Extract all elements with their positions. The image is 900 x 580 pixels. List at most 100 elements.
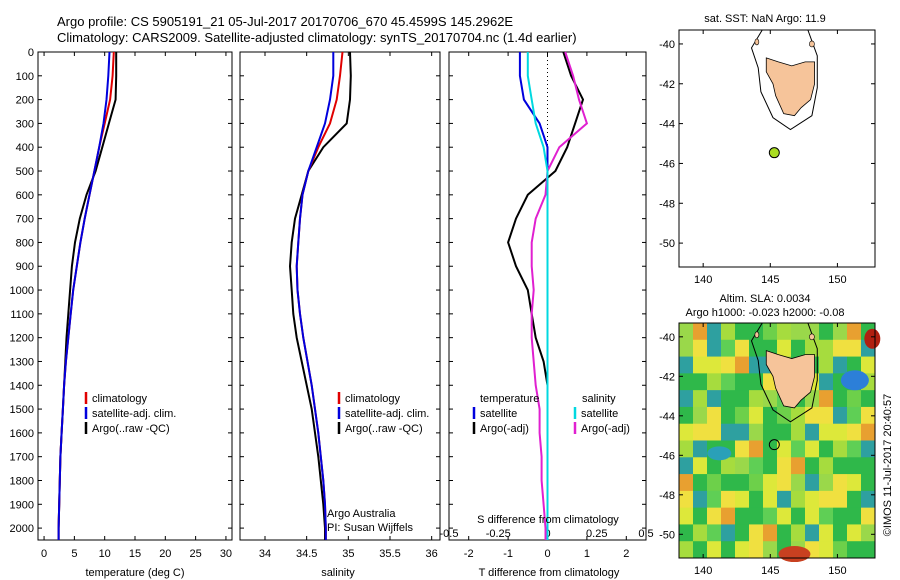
sla-cell: [861, 356, 876, 374]
sla-cell: [833, 356, 848, 374]
sla-cell: [679, 406, 694, 425]
legend-satellite: satellite-adj. clim.: [345, 408, 429, 420]
sla-cell: [763, 323, 778, 341]
sla-cell: [791, 457, 806, 475]
depth-tick-label: 500: [16, 166, 34, 178]
depth-tick-label: 0: [28, 47, 34, 59]
sla-cell: [805, 457, 820, 475]
depth-tick-label: 200: [16, 95, 34, 107]
s-difference-label: S difference from climatology: [477, 514, 619, 526]
sla-cell: [777, 423, 792, 441]
sla-cell: [749, 373, 764, 391]
sla-cell: [763, 406, 778, 425]
depth-tick-label: 1600: [10, 428, 34, 440]
sla-high-eddy: [864, 328, 881, 349]
sla-cell: [707, 323, 722, 341]
sla-cell: [847, 390, 862, 408]
sla-cell: [749, 356, 764, 374]
sla-cell: [777, 507, 792, 525]
sla-cell: [693, 457, 708, 475]
x-tick-label: -1: [503, 548, 513, 560]
x-tick-label: 1: [584, 548, 590, 560]
sla-cell: [861, 440, 876, 458]
depth-tick-label: 400: [16, 142, 34, 154]
depth-tick-label: 600: [16, 190, 34, 202]
sla-cell: [721, 356, 736, 374]
sla-cell: [833, 541, 848, 559]
sla-cell: [693, 524, 708, 542]
map-frame: [678, 29, 876, 268]
sla-cell: [861, 406, 876, 425]
sla-cell: [721, 524, 736, 542]
sla-cell: [861, 490, 876, 509]
sla-cell: [735, 373, 750, 391]
lat-tick-label: -40: [659, 332, 675, 344]
sla-cell: [847, 440, 862, 458]
sla-cell: [777, 440, 792, 458]
x-tick-label: 34.5: [296, 548, 317, 560]
legend-satellite: satellite-adj. clim.: [92, 408, 176, 420]
sla-cell: [805, 406, 820, 425]
sla-cell: [777, 490, 792, 509]
sla-cell: [791, 323, 806, 341]
sla-cell: [721, 507, 736, 525]
sla-cell: [735, 356, 750, 374]
lat-tick-label: -50: [659, 238, 675, 250]
x-tick-label: 0: [41, 548, 47, 560]
sla-cell: [805, 440, 820, 458]
sla-cell: [819, 474, 834, 492]
series-s-argo-line: [530, 51, 589, 540]
depth-tick-label: 800: [16, 237, 34, 249]
depth-tick-label: 1000: [10, 285, 34, 297]
sla-cell: [721, 406, 736, 425]
sla-cell: [833, 390, 848, 408]
sla-cell: [861, 474, 876, 492]
legend-climatology: climatology: [345, 393, 401, 405]
sla-cell: [679, 507, 694, 525]
lon-tick-label: 140: [694, 565, 712, 577]
sla-cell: [819, 406, 834, 425]
sla-cell: [749, 406, 764, 425]
s-tick-label: -0.5: [440, 528, 459, 540]
sla-cell: [693, 373, 708, 391]
sla-cell: [833, 507, 848, 525]
series-satellite-line: [57, 51, 111, 540]
sla-cell: [749, 474, 764, 492]
sla-cell: [805, 524, 820, 542]
sla-cell: [861, 423, 876, 441]
sla-cell: [763, 524, 778, 542]
s-tick-label: -0.25: [486, 528, 511, 540]
depth-tick-label: 1300: [10, 356, 34, 368]
lon-tick-label: 150: [828, 565, 846, 577]
tasmania-land: [765, 350, 815, 409]
lat-tick-label: -44: [659, 119, 675, 131]
sla-cell: [707, 339, 722, 358]
sla-cell: [777, 339, 792, 358]
lat-tick-label: -48: [659, 198, 675, 210]
sla-cell: [707, 541, 722, 559]
difference-panel: -2 -1 0 1 2-0.5 -0.25 0 0.25 0.5: [440, 51, 654, 560]
legend-s-satellite: satellite: [581, 408, 618, 420]
sla-cell: [735, 524, 750, 542]
sla-cell: [749, 541, 764, 559]
sla-cell: [819, 373, 834, 391]
sla-cell: [861, 390, 876, 408]
salinity-xlabel: salinity: [321, 567, 355, 579]
sla-cell: [735, 541, 750, 559]
sla-cell: [777, 457, 792, 475]
sla-cell: [805, 390, 820, 408]
sla-cell: [679, 390, 694, 408]
sla-cell: [679, 339, 694, 358]
sla-cell: [763, 390, 778, 408]
sla-cell: [749, 423, 764, 441]
temperature-legend: climatology satellite-adj. clim. Argo(..…: [84, 392, 176, 435]
lat-tick-label: -50: [659, 529, 675, 541]
sla-cell: [791, 507, 806, 525]
sla-cell: [693, 541, 708, 559]
sla-cell: [833, 474, 848, 492]
sla-map: -40 -42 -44 -46 -48 -50 140 145 150: [659, 322, 881, 577]
sla-cell: [721, 474, 736, 492]
sla-cell: [805, 490, 820, 509]
sla-cell: [833, 440, 848, 458]
sla-cell: [735, 474, 750, 492]
